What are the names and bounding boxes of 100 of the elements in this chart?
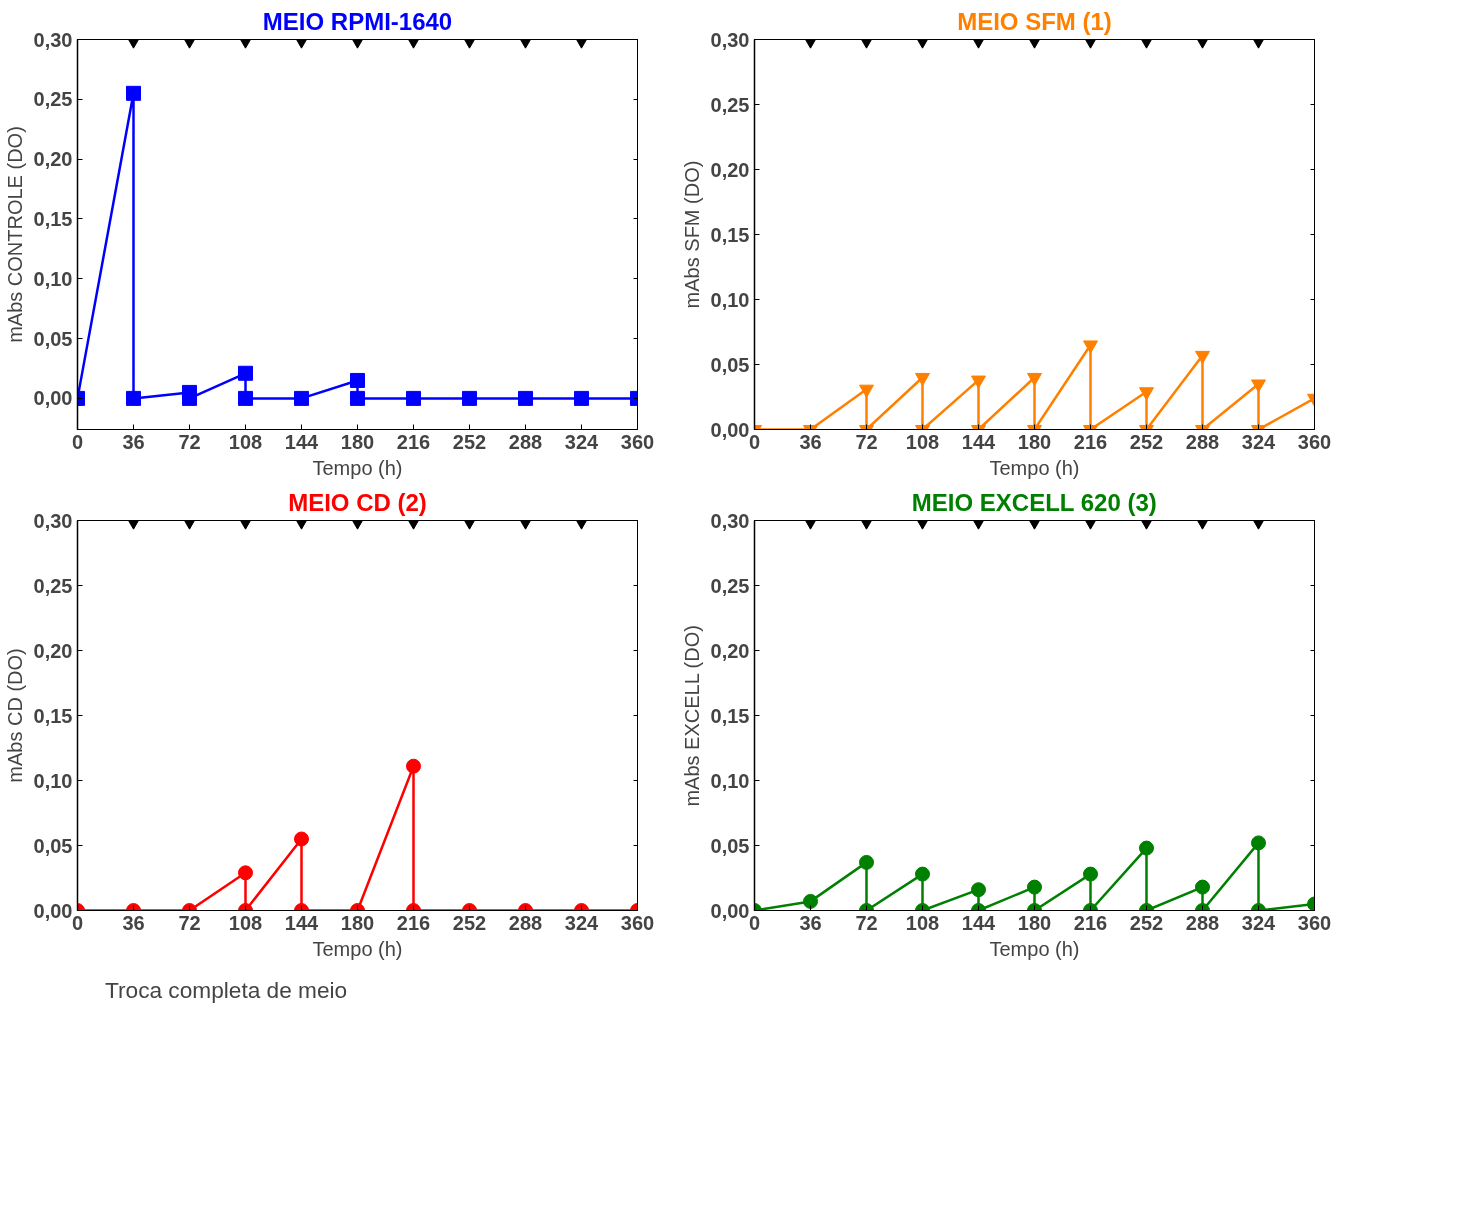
x-tick-label: 252 <box>452 911 487 934</box>
y-tick-label: 0,25 <box>710 574 750 597</box>
y-tick-label: 0,20 <box>33 148 73 171</box>
y-tick-label: 0,25 <box>710 93 750 116</box>
y-tick-label: 0,05 <box>33 834 73 857</box>
y-tick-label: 0,15 <box>710 223 750 246</box>
x-tick-label: 144 <box>284 430 320 453</box>
x-tick-label: 324 <box>564 911 600 934</box>
y-tick-label: 0,15 <box>33 207 73 230</box>
x-tick-label: 216 <box>396 911 431 934</box>
point <box>406 758 421 774</box>
point <box>859 854 874 870</box>
point <box>518 390 533 406</box>
y-tick-label: 0,10 <box>33 267 73 290</box>
point <box>1195 879 1210 895</box>
x-tick-label: 108 <box>228 911 263 934</box>
x-tick-label: 216 <box>1073 911 1108 934</box>
y-tick-label: 0,15 <box>710 704 750 727</box>
x-tick-label: 288 <box>1185 911 1220 934</box>
y-tick-label: 0,30 <box>33 28 73 51</box>
y-axis-title: mAbs EXCELL (DO) <box>680 625 703 807</box>
point <box>294 390 309 406</box>
x-tick-label: 0 <box>748 911 761 934</box>
text: Troca completa de meio <box>105 977 348 1004</box>
x-tick-label: 360 <box>1297 430 1332 453</box>
x-tick-label: 216 <box>1073 430 1108 453</box>
point <box>574 390 589 406</box>
x-tick-label: 252 <box>1129 911 1164 934</box>
point <box>1027 879 1042 895</box>
x-tick-label: 108 <box>228 430 263 453</box>
y-tick-label: 0,00 <box>710 418 750 441</box>
x-tick-label: 180 <box>1017 911 1052 934</box>
x-tick-label: 288 <box>1185 430 1220 453</box>
chart-title: MEIO EXCELL 620 (3) <box>911 488 1157 516</box>
x-tick-label: 360 <box>620 430 655 453</box>
x-tick-label: 108 <box>905 911 940 934</box>
y-tick-label: 0,00 <box>33 387 73 410</box>
chart-title: MEIO RPMI-1640 <box>262 7 453 35</box>
x-axis-title: Tempo (h) <box>989 937 1080 960</box>
y-tick-label: 0,00 <box>710 899 750 922</box>
point <box>350 390 365 406</box>
x-tick-label: 180 <box>340 911 375 934</box>
y-tick-label: 0,10 <box>33 769 73 792</box>
x-axis-title: Tempo (h) <box>312 937 403 960</box>
x-tick-label: 324 <box>564 430 600 453</box>
x-tick-label: 72 <box>855 430 878 453</box>
y-tick-label: 0,15 <box>33 704 73 727</box>
y-tick-label: 0,10 <box>710 769 750 792</box>
chart-title: MEIO SFM (1) <box>957 7 1112 35</box>
x-tick-label: 180 <box>1017 430 1052 453</box>
point <box>350 372 365 388</box>
y-tick-label: 0,10 <box>710 288 750 311</box>
x-tick-label: 288 <box>508 911 543 934</box>
point <box>1251 835 1266 851</box>
x-tick-label: 180 <box>340 430 375 453</box>
x-tick-label: 144 <box>284 911 320 934</box>
y-tick-label: 0,25 <box>33 574 73 597</box>
y-tick-label: 0,20 <box>710 158 750 181</box>
x-tick-label: 36 <box>122 911 145 934</box>
point <box>803 893 818 909</box>
point <box>238 390 253 406</box>
y-tick-label: 0,25 <box>33 88 73 111</box>
y-tick-label: 0,05 <box>33 327 73 350</box>
x-tick-label: 144 <box>961 911 997 934</box>
x-tick-label: 288 <box>508 430 543 453</box>
x-tick-label: 72 <box>178 430 201 453</box>
x-tick-label: 0 <box>71 911 84 934</box>
point <box>126 390 141 406</box>
y-tick-label: 0,05 <box>710 834 750 857</box>
y-tick-label: 0,30 <box>710 28 750 51</box>
y-tick-label: 0,30 <box>33 509 73 532</box>
x-axis-title: Tempo (h) <box>989 456 1080 479</box>
chart-title: MEIO CD (2) <box>288 488 427 516</box>
point <box>915 866 930 882</box>
x-tick-label: 360 <box>620 911 655 934</box>
y-tick-label: 0,20 <box>33 639 73 662</box>
point <box>1083 866 1098 882</box>
x-tick-label: 36 <box>799 430 822 453</box>
x-tick-label: 252 <box>1129 430 1164 453</box>
x-tick-label: 216 <box>396 430 431 453</box>
x-tick-label: 72 <box>855 911 878 934</box>
y-axis-title: mAbs CONTROLE (DO) <box>3 126 26 343</box>
x-tick-label: 36 <box>122 430 145 453</box>
x-tick-label: 72 <box>178 911 201 934</box>
x-tick-label: 360 <box>1297 911 1332 934</box>
x-tick-label: 36 <box>799 911 822 934</box>
point <box>238 365 253 381</box>
x-tick-label: 0 <box>748 430 761 453</box>
y-tick-label: 0,05 <box>710 353 750 376</box>
point <box>406 390 421 406</box>
point <box>462 390 477 406</box>
y-tick-label: 0,30 <box>710 509 750 532</box>
point <box>294 831 309 847</box>
x-tick-label: 144 <box>961 430 997 453</box>
x-tick-label: 0 <box>71 430 84 453</box>
x-axis-title: Tempo (h) <box>312 456 403 479</box>
x-tick-label: 108 <box>905 430 940 453</box>
x-tick-label: 324 <box>1241 911 1277 934</box>
y-axis-title: mAbs CD (DO) <box>3 648 26 783</box>
x-tick-label: 324 <box>1241 430 1277 453</box>
